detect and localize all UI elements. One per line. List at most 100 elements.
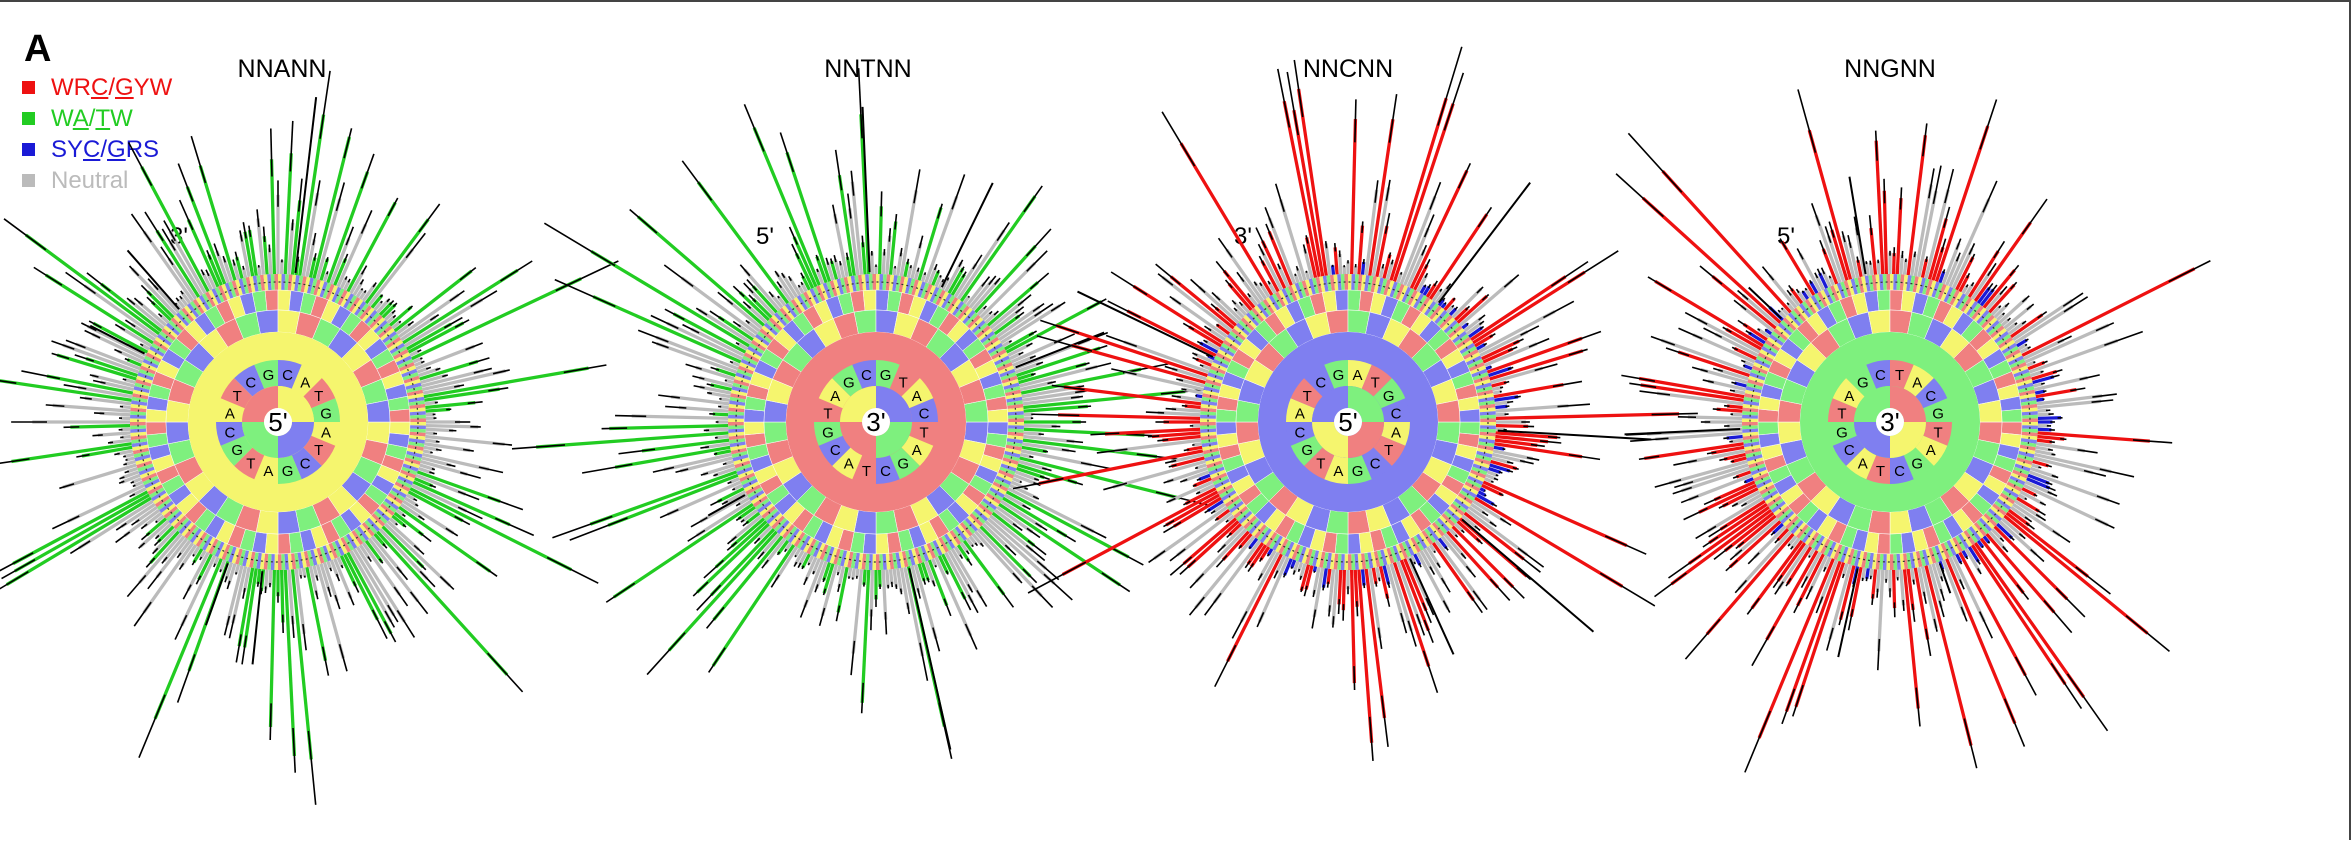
error-bar bbox=[1389, 94, 1396, 143]
plot-title: NNANN bbox=[238, 55, 327, 83]
error-bar bbox=[1491, 481, 1493, 482]
base-letter: C bbox=[282, 367, 293, 384]
error-bar bbox=[1257, 612, 1263, 627]
error-bar bbox=[838, 572, 839, 575]
error-bar bbox=[1401, 272, 1402, 274]
error-bar bbox=[582, 464, 632, 473]
error-bar bbox=[935, 565, 936, 567]
error-bar bbox=[419, 532, 431, 542]
error-bar bbox=[940, 275, 941, 277]
base-letter: A bbox=[1333, 463, 1343, 480]
error-bar bbox=[1731, 461, 1734, 462]
error-bar bbox=[4, 219, 46, 250]
error-bar bbox=[1335, 243, 1336, 251]
error-bar bbox=[1424, 620, 1433, 643]
error-bar bbox=[2169, 261, 2211, 282]
base-letter: C bbox=[1875, 367, 1886, 384]
bar bbox=[1867, 568, 1869, 578]
bar bbox=[1352, 119, 1356, 274]
error-bar bbox=[236, 634, 241, 662]
error-bar bbox=[2048, 449, 2053, 450]
error-bar bbox=[1462, 530, 1465, 533]
base-letter: G bbox=[1911, 456, 1923, 473]
error-bar bbox=[1442, 578, 1450, 592]
error-bar bbox=[1809, 556, 1810, 558]
error-bar bbox=[1724, 406, 1729, 407]
error-bar bbox=[1323, 585, 1324, 591]
error-bar bbox=[1191, 279, 1206, 292]
ring-cell bbox=[1877, 533, 1890, 554]
error-bar bbox=[488, 653, 523, 692]
long-error-bar bbox=[128, 250, 180, 309]
base-letter: T bbox=[862, 463, 871, 480]
error-bar bbox=[1673, 487, 1692, 493]
error-bar bbox=[411, 592, 428, 614]
ring-cell bbox=[744, 422, 765, 435]
error-bar bbox=[1827, 628, 1833, 651]
ring-cell bbox=[2001, 409, 2022, 422]
error-bar bbox=[1569, 349, 1588, 355]
error-bar bbox=[264, 227, 265, 242]
error-bar bbox=[2060, 439, 2066, 440]
error-bar bbox=[1181, 389, 1186, 390]
error-bar bbox=[133, 485, 136, 486]
error-bar bbox=[2016, 657, 2037, 695]
error-bar bbox=[606, 583, 634, 602]
error-bar bbox=[2041, 371, 2044, 372]
error-bar bbox=[308, 731, 315, 805]
error-bar bbox=[139, 695, 165, 758]
error-bar bbox=[2044, 601, 2072, 633]
bar bbox=[1663, 171, 1791, 312]
error-bar bbox=[2126, 616, 2169, 652]
base-letter: C bbox=[1925, 388, 1936, 405]
bar bbox=[1492, 388, 1501, 390]
base-letter: C bbox=[1295, 425, 1306, 442]
error-bar bbox=[1628, 133, 1681, 192]
ring-cell bbox=[1890, 290, 1903, 311]
error-bar bbox=[1730, 390, 1735, 391]
error-bar bbox=[156, 521, 158, 522]
ring-cell bbox=[876, 290, 889, 311]
error-bar bbox=[968, 296, 969, 297]
ring-cell bbox=[1758, 409, 1779, 422]
bar bbox=[26, 235, 159, 334]
error-bar bbox=[1452, 305, 1454, 307]
error-bar bbox=[1379, 578, 1380, 582]
error-bar bbox=[2063, 293, 2083, 306]
error-bar bbox=[1445, 303, 1446, 305]
error-bar bbox=[344, 128, 351, 158]
error-bar bbox=[556, 261, 619, 291]
error-bar bbox=[2010, 265, 2019, 276]
error-bar bbox=[1026, 229, 1050, 256]
error-bar bbox=[2017, 585, 2028, 600]
base-letter: T bbox=[1316, 456, 1325, 473]
error-bar bbox=[1190, 574, 1204, 588]
error-bar bbox=[1794, 598, 1802, 613]
error-bar bbox=[159, 314, 162, 317]
error-bar bbox=[1980, 612, 1993, 639]
error-bar bbox=[1678, 328, 1702, 339]
error-bar bbox=[402, 514, 405, 516]
base-letter: C bbox=[1844, 442, 1855, 459]
base-letter: G bbox=[320, 405, 332, 422]
ring-cell bbox=[146, 409, 167, 422]
error-bar bbox=[123, 464, 126, 465]
error-bar bbox=[1326, 241, 1327, 248]
error-bar bbox=[52, 516, 79, 529]
ring-cell bbox=[987, 409, 1008, 422]
error-bar bbox=[1752, 626, 1774, 665]
plot-title: NNGNN bbox=[1844, 55, 1936, 83]
error-bar bbox=[1030, 273, 1048, 289]
error-bar bbox=[1215, 645, 1236, 687]
error-bar bbox=[2022, 199, 2047, 234]
base-letter: A bbox=[263, 463, 273, 480]
error-bar bbox=[977, 590, 987, 606]
error-bar bbox=[1459, 163, 1471, 188]
error-bar bbox=[1684, 508, 1708, 519]
error-bar bbox=[2025, 344, 2027, 345]
ring-cell bbox=[1459, 422, 1480, 435]
bar bbox=[1193, 444, 1201, 445]
